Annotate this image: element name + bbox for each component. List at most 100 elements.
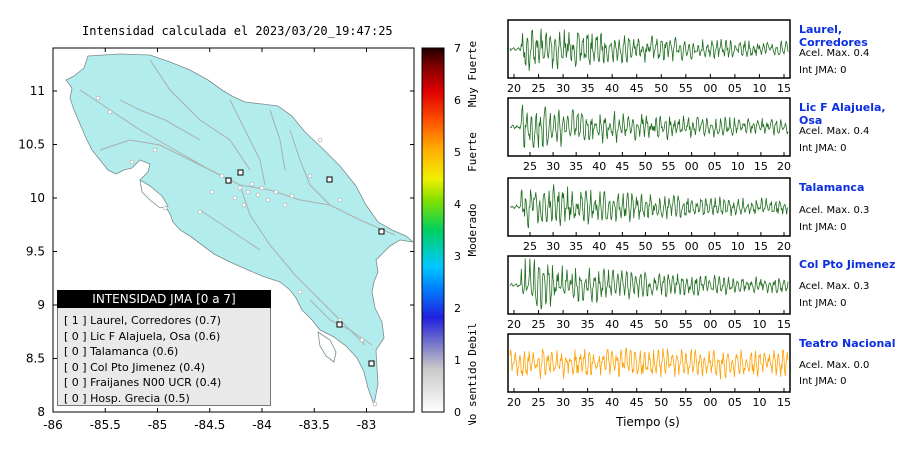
waveform-trace [509, 347, 789, 380]
lat-tick-label: 8 [37, 405, 45, 419]
time-tick-label: 15 [777, 396, 791, 409]
time-tick-label: 15 [777, 82, 791, 95]
lat-tick-label: 10 [30, 191, 45, 205]
time-tick-label: 10 [752, 318, 766, 331]
time-tick-label: 45 [630, 82, 644, 95]
waveform-trace [509, 258, 789, 310]
costa-rica-land [65, 53, 415, 407]
time-tick-label: 55 [679, 396, 693, 409]
time-tick-label: 25 [523, 240, 537, 253]
time-tick-label: 10 [731, 160, 745, 173]
time-tick-label: 25 [532, 396, 546, 409]
waveform-trace [509, 104, 789, 149]
station-name: Lic F Alajuela, Osa [799, 101, 886, 127]
colorbar-tick-label: 4 [454, 198, 461, 211]
time-tick-label: 10 [731, 240, 745, 253]
time-tick-label: 05 [728, 82, 742, 95]
time-tick-label: 00 [685, 240, 699, 253]
time-tick-label: 45 [630, 318, 644, 331]
lon-tick-label: -83.5 [299, 418, 330, 432]
lat-tick-label: 9 [37, 298, 45, 312]
legend-row: [ 1 ] Laurel, Corredores (0.7) [64, 314, 221, 327]
colorbar-tick-label: 6 [454, 94, 461, 107]
legend-row: [ 0 ] Lic F Alajuela, Osa (0.6) [64, 329, 221, 343]
station-acel: Acel. Max. 0.0 [799, 360, 870, 371]
colorbar-tick-label: 5 [454, 146, 461, 159]
colorbar-category-label: Muy Fuerte [466, 41, 479, 107]
golfo-dulce [317, 331, 337, 363]
lat-tick-label: 10.5 [18, 138, 45, 152]
colorbar-tick-label: 3 [454, 250, 461, 263]
legend-title: INTENSIDAD JMA [0 a 7] [57, 290, 271, 308]
station-name: Teatro Nacional [799, 337, 896, 350]
time-tick-label: 05 [728, 396, 742, 409]
lon-tick-label: -85.5 [90, 418, 121, 432]
time-tick-label: 30 [546, 160, 560, 173]
time-tick-label: 30 [556, 396, 570, 409]
time-tick-label: 15 [754, 160, 768, 173]
time-tick-label: 35 [569, 160, 583, 173]
time-tick-label: 15 [754, 240, 768, 253]
legend-row: [ 0 ] Hosp. Grecia (0.5) [64, 391, 190, 405]
colorbar-ticks: 0 1 2 3 4 5 6 7 No sentido Debil Moderado Fuerte Muy… [454, 41, 479, 425]
waveform-panel: 20 25 30 35 40 45 50 55 00 05 10 15 [507, 255, 791, 331]
waveform-frame [507, 97, 791, 157]
time-tick-label: 05 [728, 318, 742, 331]
waveform-panel: 25 30 35 40 45 50 55 00 05 10 15 20 [507, 97, 791, 173]
time-tick-label: 45 [630, 396, 644, 409]
station-acel: Acel. Max. 0.4 [799, 48, 870, 59]
colorbar-tick-label: 7 [454, 42, 461, 55]
lon-tick-label: -84 [252, 418, 272, 432]
time-tick-label: 50 [654, 318, 668, 331]
legend-row: [ 0 ] Col Pto Jimenez (0.4) [64, 360, 206, 374]
waveform-panels: 20 25 30 35 40 45 50 55 00 05 10 15 25 30 35 40 45 50 55 00… [507, 19, 791, 429]
time-tick-label: 40 [592, 240, 606, 253]
time-tick-label: 25 [523, 160, 537, 173]
station-acel: Acel. Max. 0.3 [799, 281, 870, 292]
lat-tick-label: 9.5 [26, 245, 45, 259]
time-tick-label: 25 [532, 318, 546, 331]
colorbar-gradient [421, 47, 445, 413]
lat-tick-label: 11 [30, 84, 45, 98]
station-acel: Acel. Max. 0.3 [799, 205, 870, 216]
time-tick-label: 00 [703, 318, 717, 331]
time-tick-label: 15 [777, 318, 791, 331]
time-tick-label: 55 [679, 318, 693, 331]
lon-tick-label: -83 [357, 418, 377, 432]
time-tick-label: 50 [638, 240, 652, 253]
time-tick-label: 00 [703, 396, 717, 409]
time-tick-label: 50 [654, 396, 668, 409]
colorbar-tick-label: 2 [454, 302, 461, 315]
time-tick-label: 55 [662, 160, 676, 173]
station-name: Laurel, Corredores [799, 23, 868, 49]
time-tick-label: 00 [685, 160, 699, 173]
colorbar-tick-label: 0 [454, 406, 461, 419]
time-axis-label: Tiempo (s) [615, 415, 680, 429]
time-tick-label: 40 [592, 160, 606, 173]
time-tick-label: 40 [605, 318, 619, 331]
lat-tick-label: 8.5 [26, 352, 45, 366]
time-tick-label: 35 [581, 396, 595, 409]
time-tick-label: 05 [708, 240, 722, 253]
time-tick-label: 35 [581, 82, 595, 95]
waveform-trace [509, 28, 789, 71]
colorbar-tick-label: 1 [454, 354, 461, 367]
time-tick-label: 30 [556, 82, 570, 95]
time-tick-label: 05 [708, 160, 722, 173]
time-tick-label: 35 [581, 318, 595, 331]
map-title: Intensidad calculada el 2023/03/20_19:47… [82, 24, 393, 38]
colorbar-category-label: Debil [466, 323, 479, 356]
time-tick-label: 30 [546, 240, 560, 253]
waveform-trace [509, 184, 789, 229]
waveform-panel: 20 25 30 35 40 45 50 55 00 05 10 15 [507, 19, 791, 95]
time-tick-label: 50 [638, 160, 652, 173]
time-tick-label: 20 [507, 82, 521, 95]
intensity-legend: INTENSIDAD JMA [0 a 7] [ 1 ] Laurel, Cor… [57, 290, 271, 406]
station-int: Int JMA: 0 [799, 298, 847, 309]
colorbar-category-label: No sentido [466, 361, 479, 425]
station-dots [95, 95, 378, 407]
time-tick-label: 50 [654, 82, 668, 95]
time-tick-label: 30 [556, 318, 570, 331]
lon-tick-label: -84.5 [194, 418, 225, 432]
time-tick-label: 25 [532, 82, 546, 95]
